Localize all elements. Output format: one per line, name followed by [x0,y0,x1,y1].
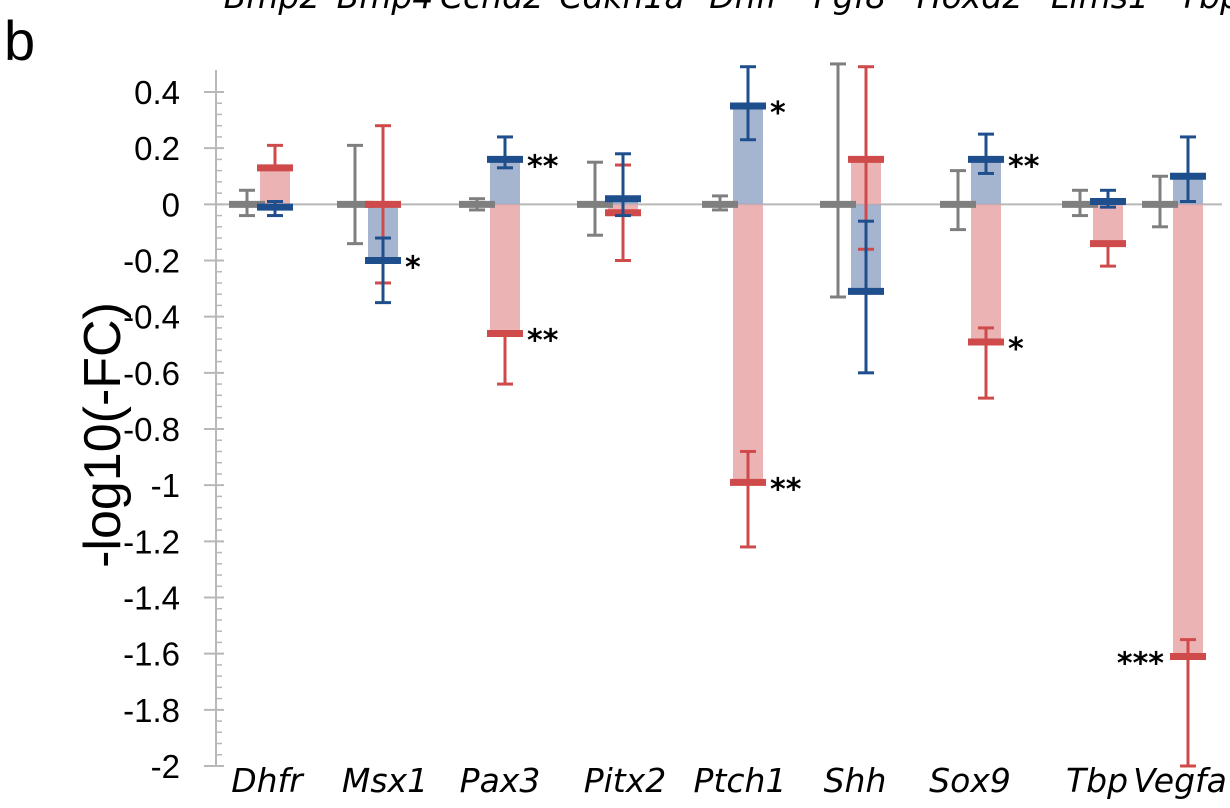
x-tick-label-Dhfr: Dhfr [231,761,305,800]
top-gene-label-2: Ccnd2 [440,0,544,16]
y-tick-label: -0.6 [123,355,180,392]
bar-fill-Vegfa-s2 [1173,204,1203,657]
y-tick-label: -1.2 [123,523,180,560]
significance-Msx1-s1: * [405,251,421,286]
top-gene-label-1: Bmp4 [337,0,434,16]
top-gene-label-6: Hoxd2 [917,0,1023,16]
x-axis-labels: Dhfr Msx1 Pax3 Pitx2 Ptch1 Shh Sox9 Tbp Vegfa [231,761,1227,800]
top-gene-label-5: Fgf8 [814,0,887,16]
top-row-gene-labels: Bmp2 Bmp4 Ccnd2 Cdkn1a Dhfr Fgf8 Hoxd2 Lims1 Tbp [224,0,1230,16]
x-tick-label-Shh: Shh [824,761,887,800]
bar-fill-Dhfr-s2 [260,167,290,205]
y-tick-label: -0.2 [123,243,180,280]
top-gene-label-0: Bmp2 [224,0,321,16]
top-gene-label-8: Tbp [1179,0,1230,16]
significance-Pax3-s1: ** [527,149,559,184]
significance-Vegfa-s2: *** [1117,646,1164,681]
x-tick-label-Sox9: Sox9 [929,761,1011,800]
significance-Ptch1-s1: * [770,96,786,131]
significance-Sox9-s1: ** [1008,149,1040,184]
x-tick-label-Pitx2: Pitx2 [584,761,667,800]
bar-fill-Pax3-s2 [490,204,520,334]
top-gene-label-7: Lims1 [1051,0,1149,16]
top-gene-label-3: Cdkn1a [559,0,684,16]
y-tick-label: 0 [162,186,180,223]
y-tick-label: -1.4 [123,580,180,617]
y-tick-label: 0.2 [134,130,180,167]
x-tick-label-Tbp: Tbp [1066,761,1128,800]
panel-letter: b [4,9,35,72]
significance-Sox9-s2: * [1008,332,1024,367]
x-tick-label-Msx1: Msx1 [342,761,428,800]
bar-fill-Sox9-s2 [971,204,1001,342]
y-tick-label: -1 [151,467,180,504]
significance-Pax3-s2: ** [527,324,559,359]
bar-fill-Ptch1-s2 [733,204,763,483]
y-tick-label: -0.4 [123,299,180,336]
y-tick-label: -1.8 [123,692,180,729]
significance-Ptch1-s2: ** [770,472,802,507]
top-gene-label-4: Dhfr [709,0,783,16]
x-tick-label-Ptch1: Ptch1 [694,761,787,800]
y-tick-label: -1.6 [123,636,180,673]
y-axis-title: -log10(-FC) [74,302,132,568]
y-tick-label: -0.8 [123,411,180,448]
y-tick-label: -2 [151,748,180,785]
y-tick-label: 0.4 [134,74,180,111]
plot-area: ************** [229,62,1206,768]
bar-fill-Tbp-s2 [1093,204,1123,244]
x-tick-label-Vegfa: Vegfa [1133,761,1227,800]
x-tick-label-Pax3: Pax3 [460,761,541,800]
